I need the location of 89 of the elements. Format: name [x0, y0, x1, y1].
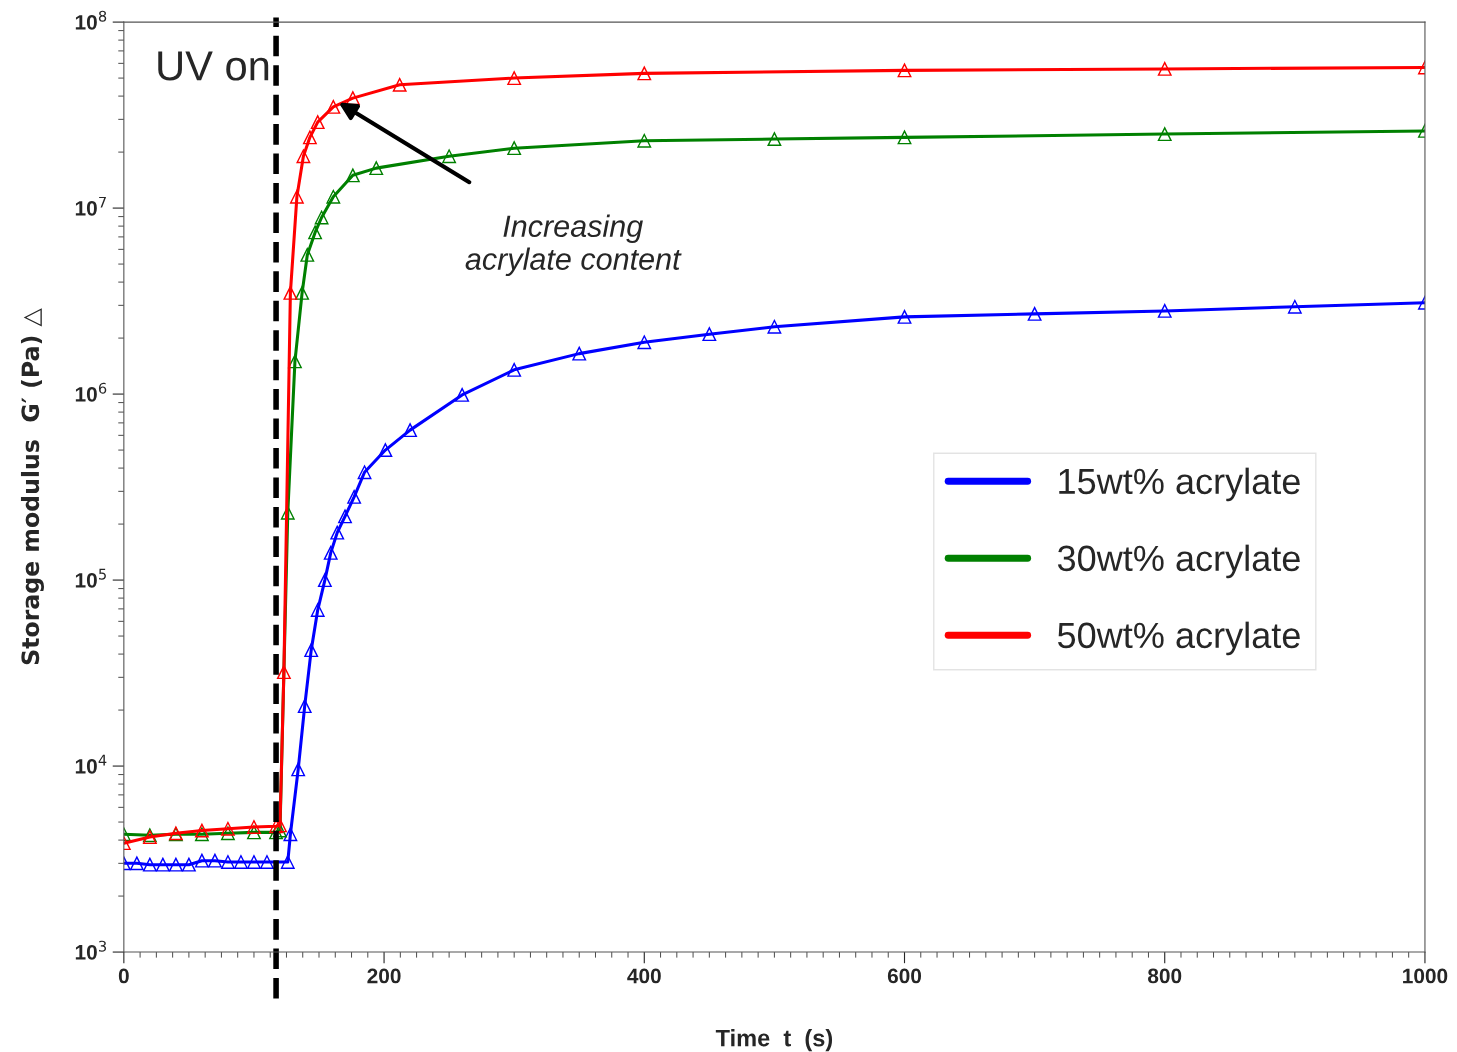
point [392, 77, 407, 92]
point [897, 63, 912, 78]
y-tick-label: 10$^{4}$ [75, 754, 107, 774]
annotation: Increasing acrylate content [465, 214, 682, 276]
legend-label: 30wt% acrylate [1057, 544, 1300, 579]
point [283, 285, 298, 300]
point [1157, 303, 1172, 318]
point [194, 853, 209, 868]
point [897, 309, 912, 324]
y-axis-title: Storage modulus G′ (Pa) △ [20, 308, 44, 665]
y-tick-label: 10$^{7}$ [75, 196, 106, 216]
point [220, 821, 235, 836]
point [194, 823, 209, 838]
point [897, 130, 912, 145]
point [1157, 127, 1172, 142]
y-tick-label: 10$^{5}$ [75, 568, 106, 588]
point [637, 133, 652, 148]
point [326, 189, 341, 204]
point [289, 189, 304, 204]
point [220, 855, 235, 869]
point [330, 525, 345, 540]
point [247, 820, 261, 834]
point [291, 762, 306, 777]
point [296, 149, 311, 164]
x-tick-label: 0 [118, 968, 129, 984]
point [280, 505, 295, 520]
point [702, 327, 717, 342]
point [314, 210, 329, 225]
point [1287, 299, 1302, 314]
point [129, 856, 144, 871]
point [572, 346, 587, 361]
x-tick-label: 1000 [1403, 968, 1448, 984]
point [269, 825, 284, 840]
point [155, 857, 170, 872]
x-tick-label: 600 [887, 968, 922, 984]
point [345, 91, 360, 106]
point [317, 573, 332, 588]
point [295, 285, 310, 300]
point [403, 423, 418, 438]
point [273, 818, 287, 833]
legend-label: 50wt% acrylate [1057, 621, 1300, 656]
point [637, 66, 652, 81]
point [507, 71, 522, 86]
x-tick-label: 800 [1148, 968, 1182, 984]
point [378, 443, 393, 458]
point [300, 247, 315, 262]
point [260, 855, 274, 869]
y-tick-label: 10$^{6}$ [75, 382, 107, 402]
point [168, 857, 183, 872]
point [308, 225, 323, 240]
point [442, 149, 457, 164]
point [507, 362, 522, 377]
y-tick-label: 10$^{8}$ [75, 10, 107, 30]
point [345, 168, 360, 183]
point [1027, 306, 1042, 321]
x-axis-title: Time t (s) [715, 1029, 833, 1052]
point [207, 853, 222, 868]
point [637, 335, 652, 350]
point [297, 699, 312, 714]
point [233, 855, 248, 869]
point [507, 141, 522, 156]
point [326, 99, 341, 114]
ref-line-label: UV on [158, 51, 269, 81]
point [347, 489, 362, 504]
point [310, 603, 325, 617]
point [1157, 61, 1172, 76]
point [767, 319, 782, 334]
point [369, 161, 384, 176]
point [283, 827, 298, 842]
point [455, 387, 470, 402]
x-tick-label: 200 [367, 968, 401, 984]
point [767, 132, 782, 147]
point [302, 130, 317, 145]
point [280, 855, 295, 869]
point [142, 857, 157, 872]
point [247, 855, 261, 869]
point [338, 509, 352, 524]
point [194, 827, 209, 842]
point [357, 465, 372, 480]
point [310, 115, 325, 130]
y-tick-label: 10$^{3}$ [75, 940, 107, 960]
point [220, 826, 235, 841]
x-tick-label: 400 [627, 968, 661, 984]
point [276, 665, 291, 680]
point [181, 857, 196, 872]
point [247, 825, 261, 840]
point [323, 545, 338, 560]
point [304, 643, 319, 658]
legend-label: 15wt% acrylate [1059, 467, 1300, 502]
